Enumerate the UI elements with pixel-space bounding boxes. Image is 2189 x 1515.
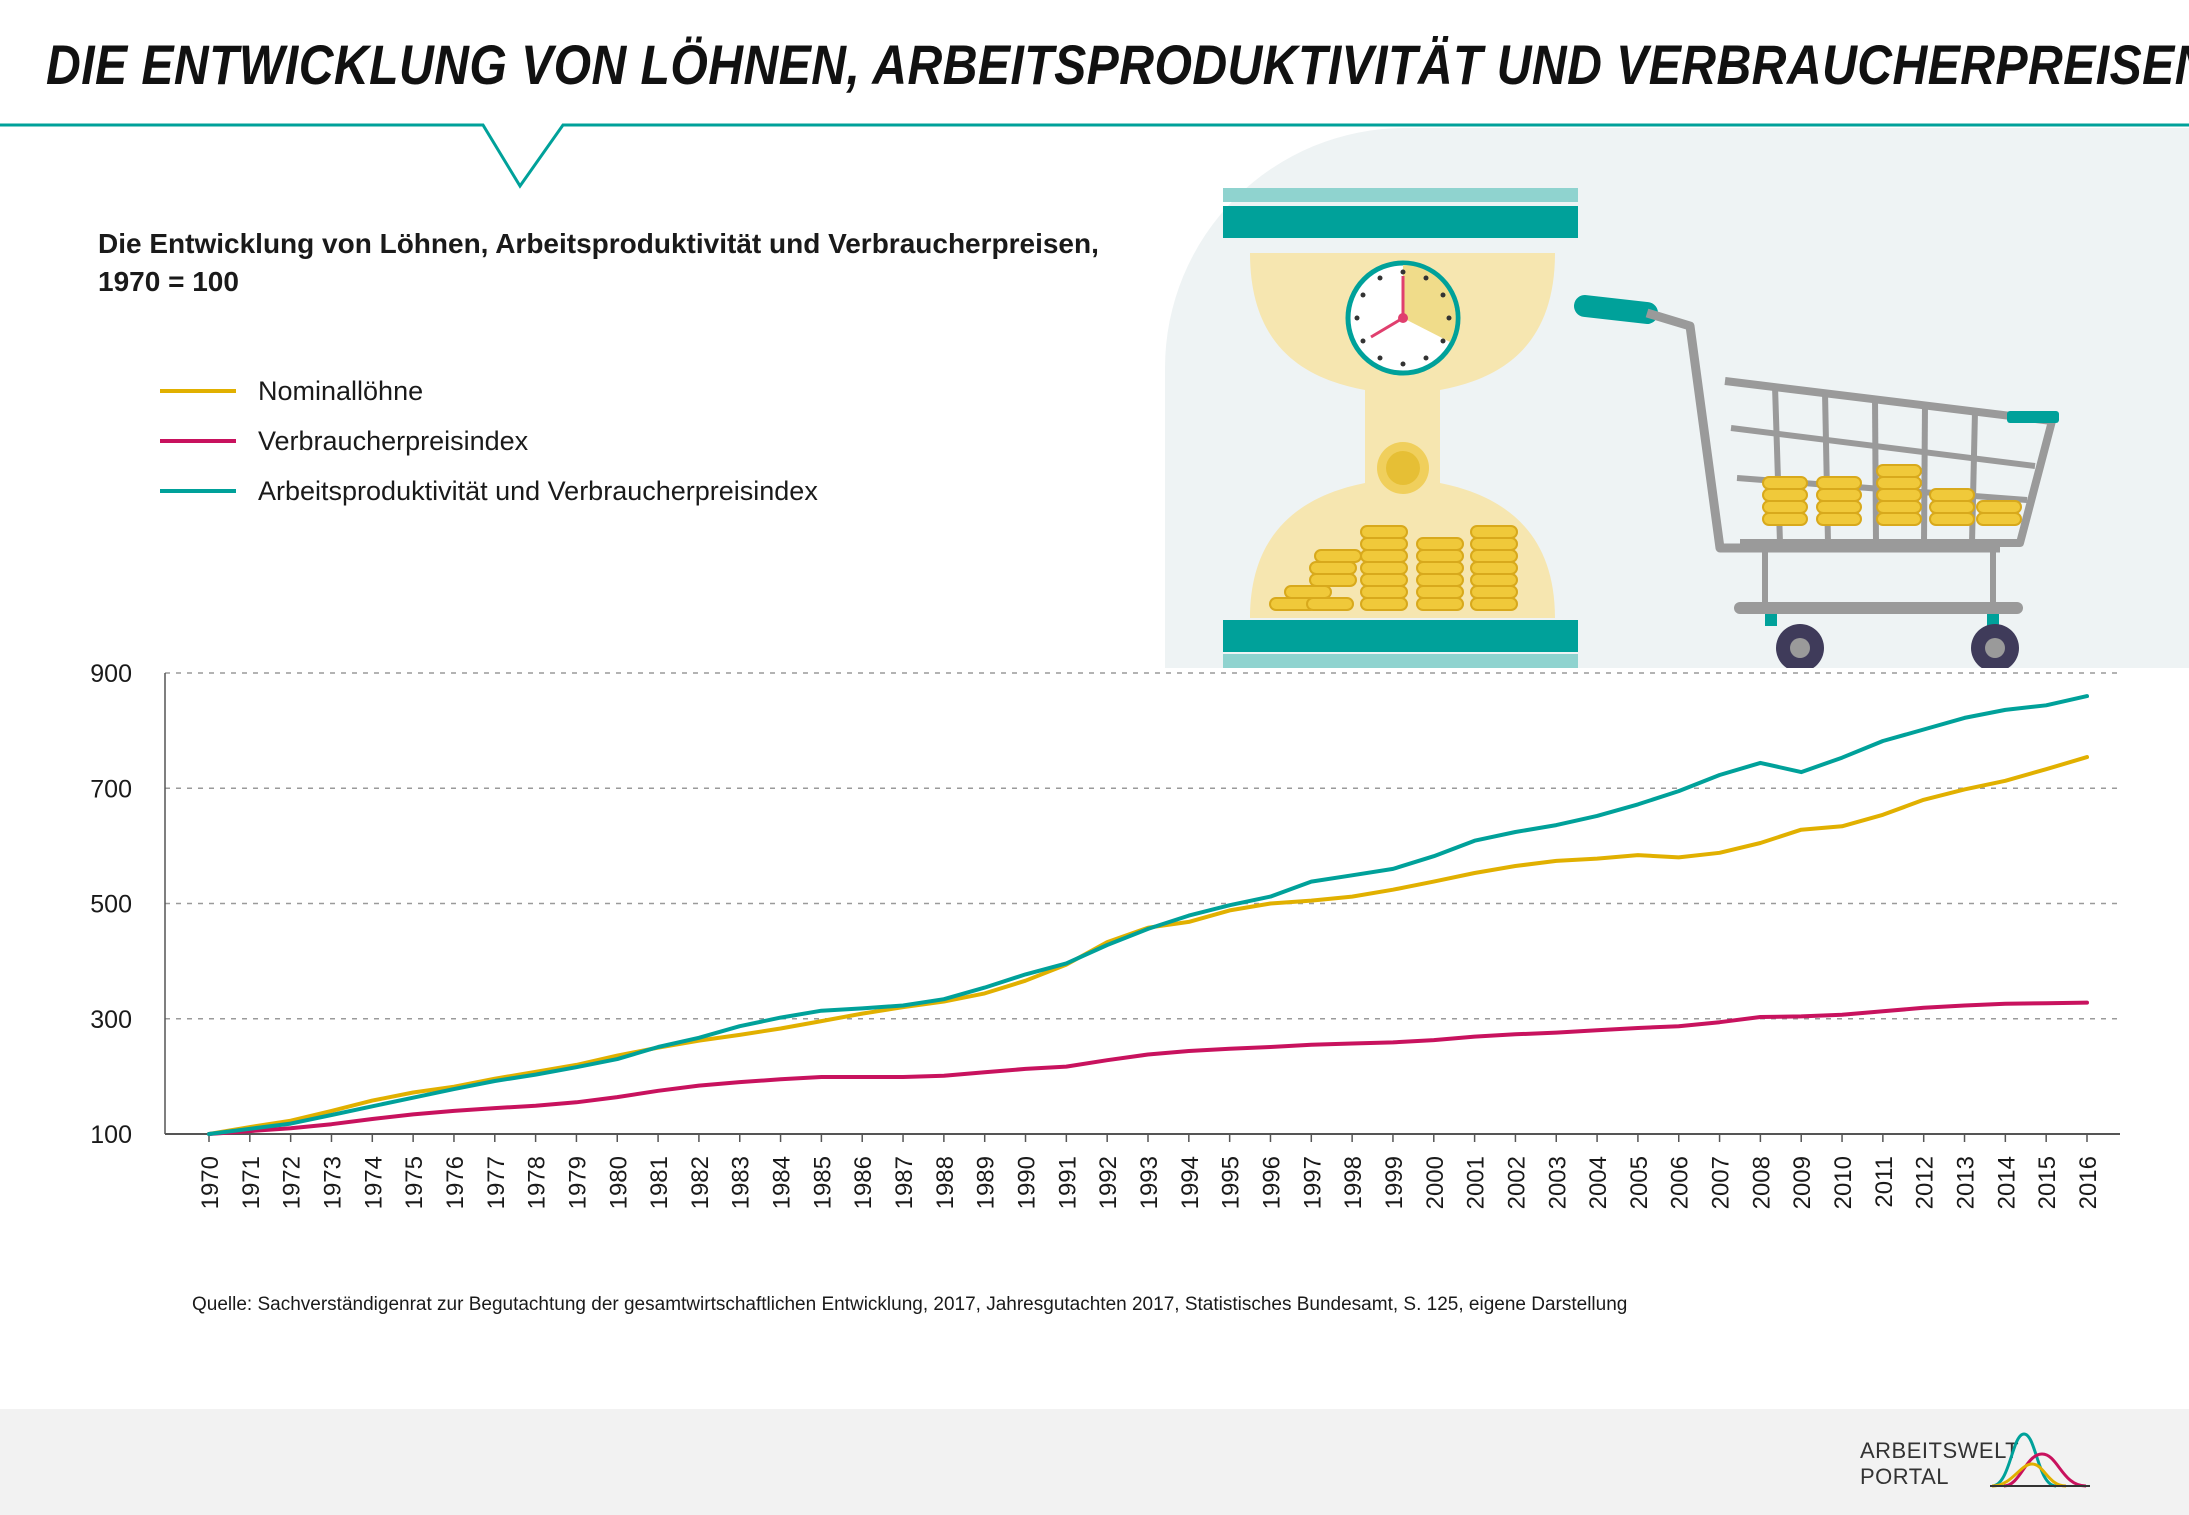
page-title: DIE ENTWICKLUNG VON LÖHNEN, ARBEITSPRODU… (46, 33, 2189, 96)
x-tick-label: 1974 (360, 1156, 387, 1209)
legend-item-arbeitsproduktivitaet: Arbeitsproduktivität und Verbraucherprei… (160, 466, 818, 516)
x-tick-label: 2014 (1993, 1156, 2020, 1209)
x-tick-label: 1997 (1299, 1156, 1326, 1209)
x-tick-label: 1971 (238, 1156, 265, 1209)
x-tick-label: 1975 (401, 1156, 428, 1209)
hourglass-icon (1223, 188, 1578, 668)
x-tick-label: 1986 (850, 1156, 877, 1209)
x-tick-label: 1973 (319, 1156, 346, 1209)
x-tick-label: 2015 (2034, 1156, 2061, 1209)
x-tick-label: 1985 (809, 1156, 836, 1209)
x-tick-label: 1987 (891, 1156, 918, 1209)
source-note: Quelle: Sachverständigenrat zur Begutach… (192, 1294, 1628, 1315)
x-tick-label: 1995 (1218, 1156, 1245, 1209)
brand-logo-icon (1990, 1432, 2090, 1488)
x-tick-label: 2000 (1422, 1156, 1449, 1209)
y-tick-label: 900 (90, 660, 132, 688)
x-tick-label: 1999 (1381, 1156, 1408, 1209)
legend-swatch-nominalloehne (160, 389, 236, 393)
brand-logo-line1: ARBEITSWELT (1860, 1438, 2020, 1463)
legend-item-nominalloehne: Nominallöhne (160, 366, 818, 416)
x-tick-label: 1970 (197, 1156, 224, 1209)
chart-legend: Nominallöhne Verbraucherpreisindex Arbei… (160, 366, 818, 516)
coin-stacks-icon (1269, 525, 1518, 611)
legend-swatch-arbeitsproduktivitaet (160, 489, 236, 493)
chart-subtitle: Die Entwicklung von Löhnen, Arbeitsprodu… (98, 225, 1099, 301)
x-tick-label: 2008 (1748, 1156, 1775, 1209)
x-tick-label: 1980 (605, 1156, 632, 1209)
series-line-0 (207, 755, 2089, 1136)
footer-bar (0, 1409, 2189, 1515)
x-tick-label: 2004 (1585, 1156, 1612, 1209)
y-axis-ticks: 100 300 500 700 900 (90, 660, 132, 1149)
x-tick-label: 2007 (1708, 1156, 1735, 1209)
brand-logo-text: ARBEITSWELT PORTAL (1860, 1438, 2019, 1490)
x-tick-label: 1978 (524, 1156, 551, 1209)
series-lines (207, 694, 2089, 1136)
x-tick-label: 2011 (1871, 1156, 1898, 1208)
series-line-2 (207, 694, 2089, 1136)
grid-lines (164, 672, 2120, 1135)
x-tick-label: 1998 (1340, 1156, 1367, 1209)
x-tick-label: 2001 (1463, 1156, 1490, 1209)
x-tick-label: 1988 (932, 1156, 959, 1209)
clock-icon (1345, 260, 1461, 376)
x-tick-label: 1990 (1014, 1156, 1041, 1209)
x-axis-ticks: 1970 1971 1972 1973 1974 1975 1976 1977 1978 1979… (197, 1134, 2102, 1209)
x-tick-label: 2005 (1626, 1156, 1653, 1209)
chart-subtitle-line2: 1970 = 100 (98, 266, 239, 297)
x-tick-label: 1983 (728, 1156, 755, 1209)
legend-label-nominalloehne: Nominallöhne (258, 375, 424, 406)
x-tick-label: 1991 (1054, 1156, 1081, 1209)
legend-swatch-verbraucherpreisindex (160, 439, 236, 443)
x-tick-label: 1992 (1095, 1156, 1122, 1209)
x-tick-label: 1979 (564, 1156, 591, 1209)
header-divider (0, 123, 2189, 189)
x-tick-label: 1977 (483, 1156, 510, 1209)
x-tick-label: 1972 (279, 1156, 306, 1209)
brand-logo-line2: PORTAL (1860, 1464, 1949, 1489)
y-tick-label: 300 (90, 1006, 132, 1034)
x-tick-label: 2006 (1667, 1156, 1694, 1209)
x-tick-label: 1996 (1258, 1156, 1285, 1209)
x-tick-label: 1994 (1177, 1156, 1204, 1209)
x-tick-label: 2003 (1544, 1156, 1571, 1209)
x-tick-label: 1981 (646, 1156, 673, 1209)
x-tick-label: 1984 (769, 1156, 796, 1209)
x-tick-label: 2016 (2075, 1156, 2102, 1209)
legend-item-verbraucherpreisindex: Verbraucherpreisindex (160, 416, 818, 466)
x-tick-label: 2013 (1953, 1156, 1980, 1209)
legend-label-arbeitsproduktivitaet: Arbeitsproduktivität und Verbraucherprei… (258, 475, 818, 506)
series-line-1 (207, 1000, 2089, 1136)
shopping-cart-icon (1574, 295, 2059, 668)
hourglass-cart-illustration (1223, 188, 2059, 668)
y-tick-label: 700 (90, 775, 132, 803)
chart-subtitle-line1: Die Entwicklung von Löhnen, Arbeitsprodu… (98, 228, 1099, 259)
y-tick-label: 500 (90, 891, 132, 919)
x-tick-label: 1976 (442, 1156, 469, 1209)
legend-label-verbraucherpreisindex: Verbraucherpreisindex (258, 425, 529, 456)
x-tick-label: 2012 (1912, 1156, 1939, 1209)
x-tick-label: 1989 (973, 1156, 1000, 1209)
x-tick-label: 2010 (1830, 1156, 1857, 1209)
x-tick-label: 1982 (687, 1156, 714, 1209)
x-tick-label: 2002 (1503, 1156, 1530, 1209)
x-tick-label: 2009 (1789, 1156, 1816, 1209)
line-chart: 100 300 500 700 900 1970 1971 1972 1973 1974 1975… (90, 660, 2120, 1209)
y-tick-label: 100 (90, 1121, 132, 1149)
x-tick-label: 1993 (1136, 1156, 1163, 1209)
